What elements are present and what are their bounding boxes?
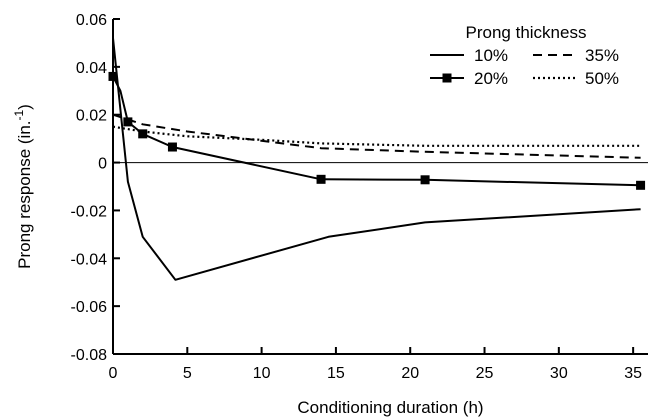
y-axis-title: Prong response (in.-1) bbox=[12, 104, 34, 269]
y-tick-label: -0.04 bbox=[71, 251, 108, 268]
x-tick-label: 25 bbox=[476, 365, 494, 382]
axes: 0.060.040.020-0.02-0.04-0.06-0.080 5 10 15 2… bbox=[12, 12, 648, 417]
y-tick-label: 0.06 bbox=[76, 12, 107, 29]
x-tick-label: 15 bbox=[327, 365, 345, 382]
y-tick-label: 0 bbox=[98, 156, 107, 173]
y-tick-label: 0.04 bbox=[76, 60, 107, 77]
data-point-20pct bbox=[123, 117, 133, 127]
legend-label-20pct: 20% bbox=[474, 69, 508, 88]
x-tick-label: 30 bbox=[550, 365, 568, 382]
data-point-20pct bbox=[138, 129, 148, 139]
y-tick-label: -0.02 bbox=[71, 203, 108, 220]
y-axis-title-close: ) bbox=[15, 104, 34, 110]
data-point-20pct bbox=[167, 142, 177, 152]
legend: Prong thickness 10% 35% 20% 50% bbox=[430, 23, 619, 88]
x-axis-title: Conditioning duration (h) bbox=[297, 398, 483, 417]
x-tick-label: 20 bbox=[401, 365, 419, 382]
legend-title: Prong thickness bbox=[466, 23, 587, 42]
y-axis-title-superscript: -1 bbox=[12, 109, 26, 120]
legend-marker-20pct bbox=[442, 73, 452, 83]
y-axis-title-main: Prong response (in. bbox=[15, 120, 34, 268]
data-point-20pct bbox=[636, 180, 646, 190]
y-tick-label: 0.02 bbox=[76, 108, 107, 125]
legend-label-35pct: 35% bbox=[585, 46, 619, 65]
y-tick-label: -0.08 bbox=[71, 347, 108, 364]
x-tick-label: 0 bbox=[109, 365, 118, 382]
legend-label-50pct: 50% bbox=[585, 69, 619, 88]
legend-label-10pct: 10% bbox=[474, 46, 508, 65]
series-line-20pct bbox=[112, 75, 641, 187]
x-tick-label: 10 bbox=[253, 365, 271, 382]
series-line-10pct bbox=[112, 37, 641, 281]
data-point-20pct bbox=[420, 175, 430, 185]
x-tick-label: 35 bbox=[624, 365, 642, 382]
data-point-20pct bbox=[316, 174, 326, 184]
x-tick-label: 5 bbox=[183, 365, 192, 382]
series-line-50pct bbox=[112, 125, 641, 147]
data-point-20pct bbox=[108, 71, 118, 81]
series-layer bbox=[108, 37, 646, 281]
y-tick-label: -0.06 bbox=[71, 299, 108, 316]
